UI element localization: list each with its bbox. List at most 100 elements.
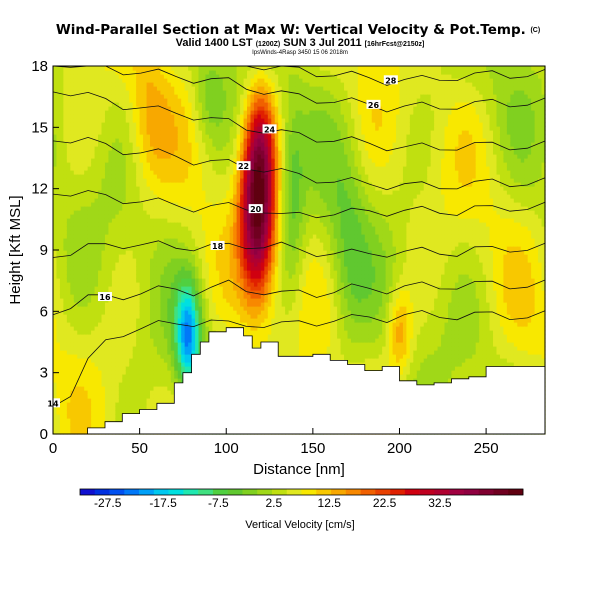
w-cell	[136, 138, 141, 143]
w-cell	[101, 186, 106, 191]
w-cell	[108, 330, 113, 335]
w-cell	[63, 146, 68, 151]
w-cell	[84, 86, 89, 91]
w-cell	[80, 414, 85, 419]
w-cell	[84, 182, 89, 187]
w-cell	[63, 190, 68, 195]
w-cell	[122, 298, 127, 303]
w-cell	[91, 122, 96, 127]
w-cell	[132, 186, 137, 191]
w-cell	[115, 118, 120, 123]
w-cell	[73, 70, 78, 75]
w-cell	[98, 158, 103, 163]
w-cell	[219, 94, 224, 99]
w-cell	[84, 266, 89, 271]
w-cell	[53, 294, 58, 299]
w-cell	[160, 306, 165, 311]
w-cell	[208, 206, 213, 211]
w-cell	[111, 326, 116, 331]
w-cell	[129, 286, 134, 291]
w-cell	[59, 370, 64, 375]
w-cell	[80, 278, 85, 283]
w-cell	[129, 122, 134, 127]
w-cell	[73, 318, 78, 323]
w-cell	[167, 70, 172, 75]
w-cell	[118, 174, 123, 179]
w-cell	[195, 234, 200, 239]
w-cell	[226, 162, 231, 167]
w-cell	[184, 202, 189, 207]
w-cell	[160, 318, 165, 323]
w-cell	[150, 82, 155, 87]
w-cell	[153, 146, 158, 151]
w-cell	[84, 278, 89, 283]
w-cell	[53, 130, 58, 135]
w-cell	[66, 362, 71, 367]
w-cell	[59, 386, 64, 391]
w-cell	[129, 126, 134, 131]
w-cell	[208, 174, 213, 179]
w-cell	[80, 194, 85, 199]
w-cell	[98, 306, 103, 311]
w-cell	[66, 374, 71, 379]
w-cell	[167, 330, 172, 335]
w-cell	[205, 126, 210, 131]
w-cell	[188, 358, 193, 363]
w-cell	[208, 82, 213, 87]
w-cell	[118, 66, 123, 71]
w-cell	[122, 166, 127, 171]
w-cell	[163, 258, 168, 263]
w-cell	[153, 190, 158, 195]
w-cell	[150, 398, 155, 403]
w-cell	[236, 130, 241, 135]
w-cell	[208, 186, 213, 191]
w-cell	[143, 158, 148, 163]
w-cell	[156, 194, 161, 199]
w-cell	[146, 114, 151, 119]
w-cell	[226, 206, 231, 211]
w-cell	[70, 386, 75, 391]
w-cell	[150, 66, 155, 71]
w-cell	[77, 186, 82, 191]
w-cell	[53, 406, 58, 411]
w-cell	[167, 386, 172, 391]
w-cell	[63, 90, 68, 95]
w-cell	[150, 406, 155, 411]
w-cell	[139, 138, 144, 143]
w-cell	[122, 74, 127, 79]
w-cell	[139, 150, 144, 155]
w-cell	[70, 74, 75, 79]
w-cell	[215, 274, 220, 279]
w-cell	[94, 322, 99, 327]
w-cell	[181, 350, 186, 355]
w-cell	[66, 102, 71, 107]
w-cell	[101, 90, 106, 95]
w-cell	[111, 178, 116, 183]
w-cell	[77, 118, 82, 123]
w-cell	[132, 178, 137, 183]
w-cell	[111, 142, 116, 147]
w-cell	[111, 290, 116, 295]
w-cell	[56, 126, 61, 131]
w-cell	[153, 354, 158, 359]
w-cell	[139, 266, 144, 271]
w-cell	[205, 102, 210, 107]
w-cell	[104, 322, 110, 327]
w-cell	[146, 78, 151, 83]
w-cell	[167, 118, 172, 123]
w-cell	[59, 354, 64, 359]
w-cell	[184, 82, 189, 87]
w-cell	[191, 326, 196, 331]
w-cell	[143, 262, 148, 267]
w-cell	[188, 370, 193, 375]
w-cell	[222, 314, 227, 319]
w-cell	[219, 310, 224, 315]
w-cell	[167, 274, 172, 279]
w-cell	[87, 294, 92, 299]
w-cell	[94, 162, 99, 167]
w-cell	[56, 202, 61, 207]
w-cell	[170, 330, 175, 335]
w-cell	[91, 286, 96, 291]
w-cell	[122, 350, 127, 355]
w-cell	[229, 254, 234, 259]
